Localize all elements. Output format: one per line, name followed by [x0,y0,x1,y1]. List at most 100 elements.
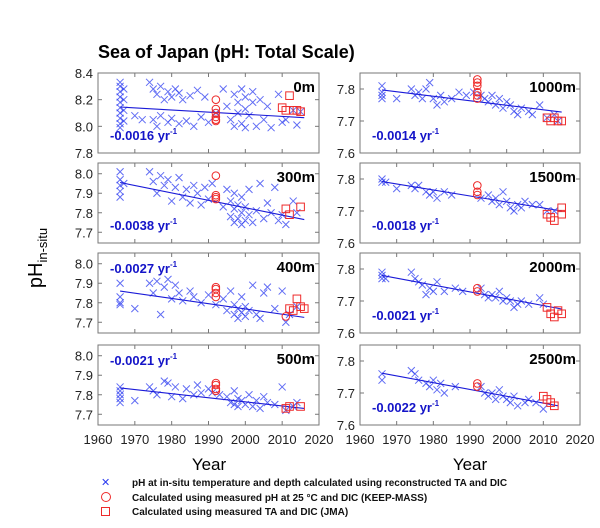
x-marker-point [440,287,449,296]
panel-1000m: 7.6 7.7 7.8 1000m -0.0014 yr-1 [337,72,581,161]
x-marker-point [517,104,526,113]
circle-marker-point [473,94,482,103]
legend-x-marker-icon: ✕ [101,477,110,489]
x-marker-point [535,101,544,109]
depth-label: 0m [293,79,315,96]
x-marker-point [153,277,161,286]
x-marker-point [119,95,128,104]
x-marker-point [223,102,231,111]
x-marker-point [488,389,496,397]
slope-value: -0.0021 yr [372,308,432,323]
y-tick-label: 7.8 [337,354,355,369]
x-marker-point [499,187,507,196]
legend-label-circle: Calculated using measured pH at 25 °C an… [132,493,427,504]
x-marker-point [440,389,449,397]
x-marker-point [234,214,242,223]
x-marker-point [116,298,124,307]
x-tick-label: 1960 [346,432,375,447]
x-marker-point [411,369,419,378]
x-marker-point [455,88,463,97]
x-marker-point [524,395,533,404]
x-marker-point [116,390,124,399]
x-marker-point [274,216,283,225]
circle-marker-point [211,95,221,104]
square-marker-point [296,202,305,212]
x-marker-point [230,400,239,409]
square-marker-point [285,91,294,100]
square-marker-point [296,107,305,116]
slope-exponent: -1 [432,217,440,226]
x-marker-point [248,87,257,96]
x-marker-point [488,91,496,100]
x-marker-point [495,287,504,296]
panel-2000m: 7.6 7.7 7.8 2000m -0.0021 yr-1 [337,252,581,341]
slope-exponent: -1 [432,399,440,408]
y-tick-label: 7.6 [337,418,355,433]
y-tick-label: 7.8 [337,82,355,97]
slope-label: -0.0038 yr-1 [110,217,178,233]
x-marker-point [248,281,257,290]
y-tick-label: 7.8 [75,206,93,221]
y-axis-label: pHin-situ [25,228,50,288]
x-marker-point [164,175,172,184]
y-tick-label: 7.9 [75,186,93,201]
x-marker-point [378,268,386,277]
x-marker-point [149,85,158,93]
legend-circle-marker-icon [101,492,111,502]
x-tick-label: 1960 [84,432,113,447]
x-marker-point [160,95,169,104]
y-tick-label: 7.7 [75,407,93,422]
circle-marker-point [473,287,482,296]
x-marker-point [116,193,124,201]
x-marker-point [226,212,235,221]
x-marker-point [378,94,386,103]
x-marker-point [193,189,202,198]
x-tick-label: 2020 [566,432,595,447]
x-marker-point [270,304,279,313]
square-marker-point [557,116,566,126]
x-marker-point [263,199,272,207]
x-marker-point [145,78,154,87]
y-tick-label: 7.7 [75,225,93,240]
x-marker-point [499,104,507,113]
x-marker-point [252,122,261,131]
x-marker-point [234,98,242,107]
x-marker-point [524,300,533,309]
slope-label: -0.0014 yr-1 [372,127,440,143]
x-marker-point [248,98,257,107]
slope-label: -0.0021 yr-1 [110,352,178,368]
x-marker-point [378,81,386,90]
x-tick-label: 1990 [456,432,485,447]
x-tick-label: 2010 [268,432,297,447]
x-marker-point [149,177,158,186]
panel-0m: 7.8 8.0 8.2 8.4 0m -0.0016 yr-1 [75,66,320,161]
x-marker-point [378,369,386,378]
x-marker-point [241,105,250,113]
x-marker-point [252,206,261,215]
x-marker-point [259,289,268,297]
x-marker-point [274,90,283,99]
x-marker-point [208,179,217,188]
legend-square-marker-icon [101,507,110,516]
y-axis-label-main: pH [25,263,47,289]
x-marker-point [189,181,198,190]
x-marker-point [175,89,183,97]
slope-value: -0.0014 yr [372,128,432,143]
x-marker-point [156,82,165,91]
x-marker-point [245,185,253,194]
x-marker-point [171,183,180,192]
x-marker-point [270,400,279,409]
x-marker-point [149,115,158,124]
x-marker-point [425,382,434,391]
y-tick-label: 8.0 [75,257,93,272]
x-marker-point [256,95,264,104]
x-tick-label: 2020 [305,432,334,447]
slope-label: -0.0022 yr-1 [372,399,440,415]
x-marker-point [521,197,529,206]
slope-value: -0.0016 yr [110,128,170,143]
x-marker-point [378,178,386,187]
x-marker-point [189,293,198,301]
x-marker-point [237,193,246,201]
x-marker-point [223,185,231,194]
x-marker-point [226,287,235,295]
